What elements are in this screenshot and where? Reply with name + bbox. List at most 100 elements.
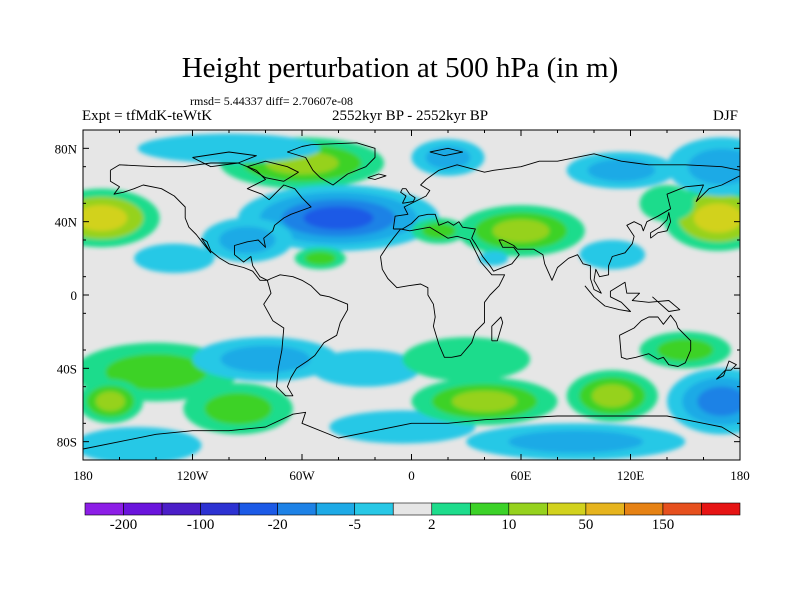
colorbar-swatch xyxy=(200,502,240,516)
colorbar-label: -20 xyxy=(267,517,288,533)
coastline-japan xyxy=(650,212,672,239)
plot-title: Height perturbation at 500 hPa (in m) xyxy=(181,52,619,84)
period-label: 2552kyr BP - 2552kyr BP xyxy=(331,108,489,124)
colorbar-label: 150 xyxy=(651,517,675,533)
colorbar-swatch xyxy=(585,502,625,516)
anomaly-contour xyxy=(219,226,276,254)
lon-axis: 180 120W 60W 0 60E 120E 180 xyxy=(73,130,750,483)
coastline-iceland xyxy=(367,173,387,180)
coastlines xyxy=(83,142,740,450)
coastline-africa xyxy=(380,226,506,358)
anomaly-blob xyxy=(411,377,558,426)
colorbar-label: 10 xyxy=(501,517,517,533)
anomaly-contour xyxy=(452,390,517,412)
coastline-north-america xyxy=(109,162,312,281)
lon-tick-label: 60W xyxy=(289,468,315,483)
anomaly-blob xyxy=(134,243,215,273)
anomaly-contour xyxy=(220,345,311,373)
colorbar-swatch xyxy=(315,502,356,516)
coastline-australia xyxy=(619,314,692,367)
colorbar-swatch xyxy=(123,502,163,516)
map-area xyxy=(83,130,740,460)
anomaly-blob xyxy=(201,218,293,262)
coastline-greenland xyxy=(286,142,376,186)
anomaly-contour xyxy=(693,203,740,233)
lon-tick-label: 60E xyxy=(511,468,532,483)
anomaly-blob xyxy=(457,205,585,257)
colorbar-label: 2 xyxy=(428,517,436,533)
colorbar-swatch xyxy=(238,502,278,516)
lat-axis: 80N 40N 0 40S 80S xyxy=(55,129,740,461)
lon-tick-label: 180 xyxy=(730,468,750,483)
coastline-indonesia xyxy=(584,281,681,312)
colorbar-swatch xyxy=(469,502,510,516)
experiment-label: Expt = tfMdK-teWtK xyxy=(82,108,213,124)
coastline-madagascar xyxy=(491,316,504,342)
anomaly-blob xyxy=(311,350,421,387)
anomaly-contour xyxy=(425,146,471,169)
lat-tick-label: 40S xyxy=(57,361,77,376)
colorbar-label: -5 xyxy=(348,517,361,533)
colorbar-label: -100 xyxy=(186,517,215,533)
lat-tick-label: 40N xyxy=(55,215,78,230)
anomaly-contour xyxy=(639,185,695,222)
anomaly-contour xyxy=(402,337,531,382)
lat-tick-label: 80N xyxy=(55,141,78,156)
lon-tick-label: 120E xyxy=(617,468,645,483)
anomaly-contour xyxy=(311,350,421,387)
anomaly-contour xyxy=(492,219,550,243)
anomaly-blob xyxy=(294,247,346,270)
anomaly-blob xyxy=(466,423,686,460)
anomaly-contour xyxy=(587,159,656,182)
colorbar-swatch xyxy=(701,502,741,516)
lon-tick-label: 120W xyxy=(177,468,210,483)
coastline-arctic-islands xyxy=(192,151,257,168)
anomaly-blob xyxy=(639,331,731,369)
anomaly-contour xyxy=(422,222,456,239)
lon-tick-label: 180 xyxy=(73,468,93,483)
anomaly-contour xyxy=(479,251,509,266)
colorbar-swatch xyxy=(508,502,548,516)
colorbar-swatch xyxy=(84,502,124,516)
anomaly-blob xyxy=(83,427,202,460)
anomaly-contour xyxy=(657,338,714,362)
coastline-eurasia xyxy=(392,153,740,294)
anomaly-blob xyxy=(83,188,160,248)
colorbar-swatch xyxy=(662,502,702,516)
anomaly-contour xyxy=(303,206,374,230)
colorbar-label: -200 xyxy=(109,517,138,533)
anomaly-contour xyxy=(204,392,272,425)
anomaly-blob xyxy=(137,133,321,163)
anomaly-contour xyxy=(508,430,644,453)
anomaly-blob xyxy=(83,379,144,424)
anomaly-contour xyxy=(137,133,321,163)
anomaly-blob xyxy=(192,337,339,382)
anomaly-field xyxy=(83,133,740,460)
colorbar-swatch xyxy=(624,502,664,516)
lat-tick-label: 0 xyxy=(71,288,78,303)
anomaly-contour xyxy=(579,240,646,270)
anomaly-blob xyxy=(566,152,677,189)
colorbar-label: 50 xyxy=(578,517,594,533)
stats-text: rmsd= 5.44337 diff= 2.70607e-08 xyxy=(190,94,353,108)
colorbar-swatch xyxy=(354,502,394,516)
anomaly-blob xyxy=(183,383,293,435)
season-label: DJF xyxy=(713,108,739,124)
anomaly-blob xyxy=(639,185,695,222)
coastline-south-america xyxy=(263,274,349,397)
anomaly-blob xyxy=(402,337,531,382)
anomaly-blob xyxy=(667,368,740,435)
lon-tick-label: 0 xyxy=(408,468,415,483)
coastline-baffin xyxy=(247,160,299,182)
colorbar-swatch xyxy=(277,502,317,516)
anomaly-contour xyxy=(83,204,128,232)
anomaly-blob xyxy=(479,251,509,266)
coastline-britain xyxy=(400,188,416,204)
anomaly-contour xyxy=(134,243,215,273)
colorbar-swatch xyxy=(392,502,433,516)
anomaly-contour xyxy=(95,391,125,412)
colorbar xyxy=(84,502,741,516)
colorbar-swatch xyxy=(547,502,587,516)
